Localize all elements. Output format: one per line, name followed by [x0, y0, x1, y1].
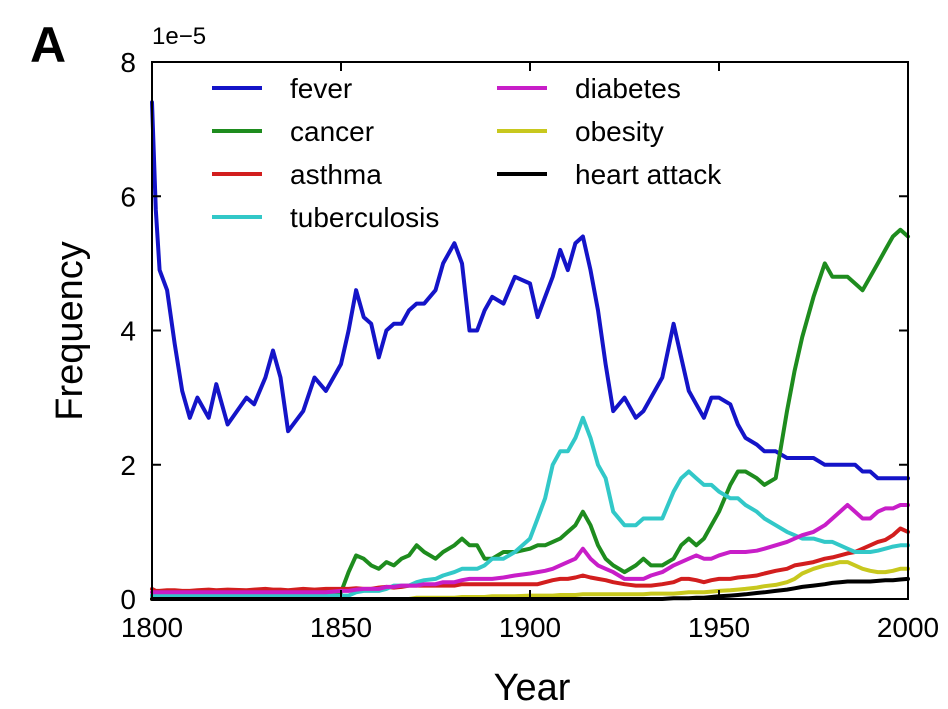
tick-group: 1800 1850 1900 1950 2000 0 2 4 6 8	[120, 47, 939, 643]
y-scale-note: 1e−5	[152, 23, 206, 50]
y-tick-label: 2	[120, 450, 136, 481]
series-line-asthma	[150, 526, 910, 593]
panel-label: A	[30, 17, 66, 73]
legend-label: asthma	[290, 159, 382, 190]
legend: fever cancer asthma tuberculosis diabetes obe…	[212, 73, 722, 233]
series-group	[150, 100, 910, 601]
x-tick-label: 1800	[121, 612, 183, 643]
legend-label: fever	[290, 73, 352, 104]
y-tick-label: 0	[120, 584, 136, 615]
legend-label: tuberculosis	[290, 202, 439, 233]
x-tick-label: 2000	[877, 612, 939, 643]
x-tick-label: 1900	[499, 612, 561, 643]
legend-label: heart attack	[575, 159, 722, 190]
series-line-fever	[150, 100, 910, 481]
plot-frame	[151, 61, 909, 600]
series-line-tuberculosis	[150, 415, 910, 598]
x-tick-label: 1850	[310, 612, 372, 643]
y-tick-label: 8	[120, 47, 136, 78]
x-axis-label: Year	[494, 667, 571, 709]
x-tick-label: 1950	[688, 612, 750, 643]
legend-label: obesity	[575, 116, 664, 147]
y-tick-label: 4	[120, 316, 136, 347]
legend-label: diabetes	[575, 73, 681, 104]
legend-label: cancer	[290, 116, 374, 147]
y-axis-label: Frequency	[49, 241, 91, 421]
y-tick-label: 6	[120, 181, 136, 212]
series-line-diabetes	[150, 503, 910, 595]
